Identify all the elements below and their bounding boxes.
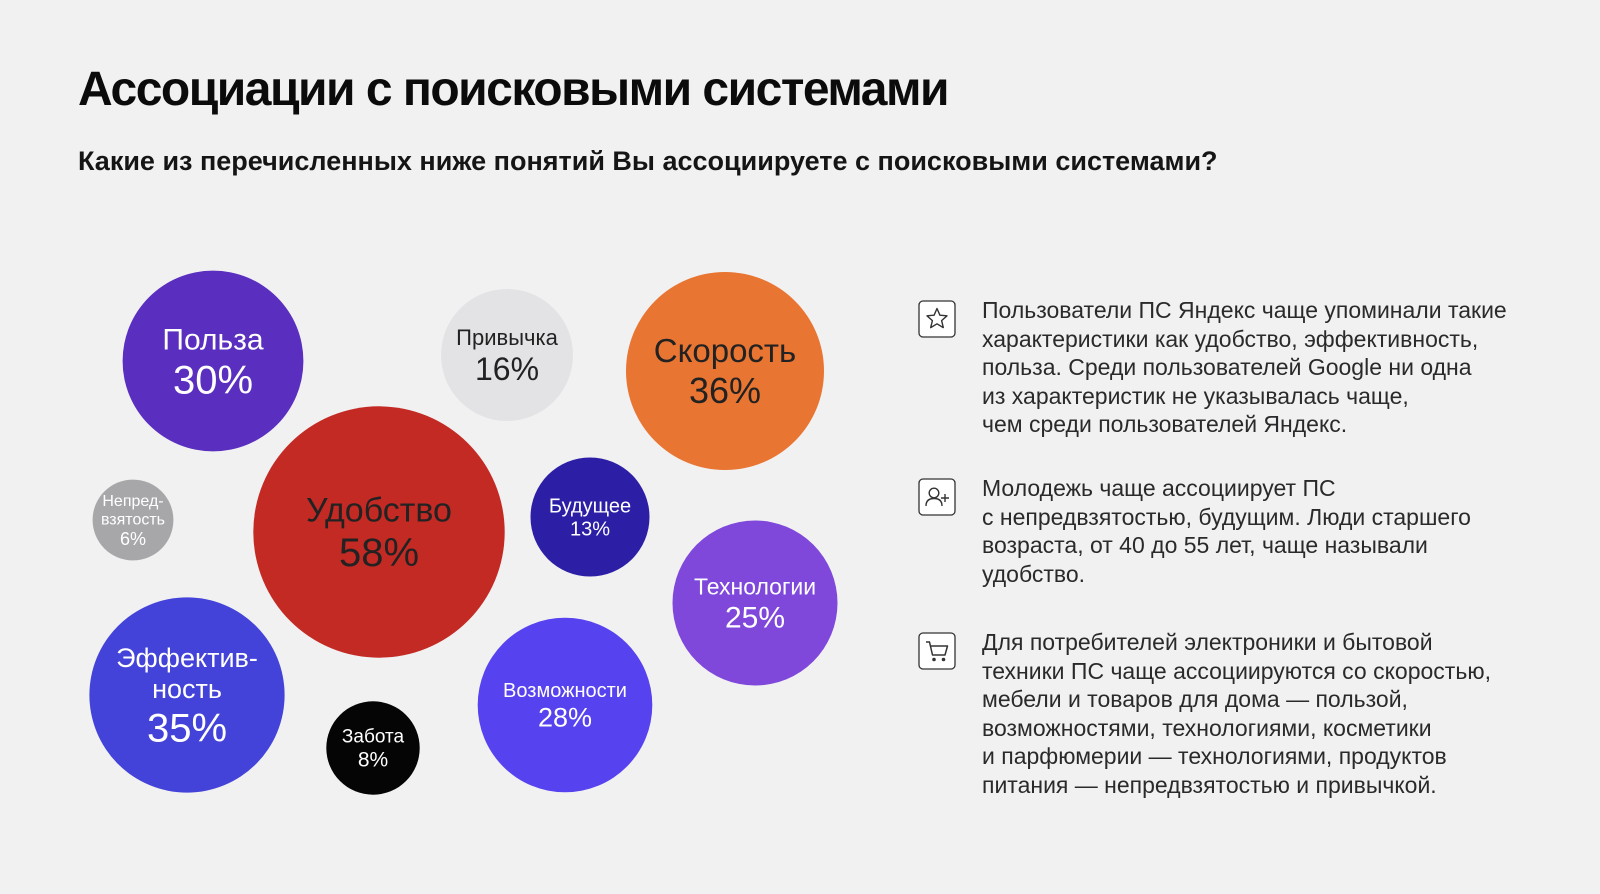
bubble-circle <box>672 520 838 686</box>
bubble-label: Удобство <box>306 491 452 529</box>
bubble-circle <box>253 406 505 658</box>
bubble-label: Будущее <box>549 496 631 518</box>
star-icon <box>918 300 956 338</box>
bubble-value-label: 6% <box>120 529 146 549</box>
note-text: Молодежь чаще ассоциирует ПС с непредвзя… <box>982 475 1471 587</box>
bubble-circle <box>441 289 573 421</box>
bubble-value-label: 28% <box>538 703 592 733</box>
bubble-label: Скорость <box>654 332 797 369</box>
note-text: Пользователи ПС Яндекс чаще упоминали та… <box>982 297 1507 437</box>
shopping-cart-icon <box>918 632 956 670</box>
bubble-value-label: 35% <box>147 706 227 750</box>
bubble-label: Привычка <box>456 325 558 350</box>
bubble-value-label: 13% <box>570 519 610 541</box>
bubble-circle <box>92 479 174 561</box>
note-text: Для потребителей электроники и бытовой т… <box>982 629 1491 798</box>
bubble-circle <box>477 617 653 793</box>
bubble-label: Технологии <box>694 573 816 599</box>
bubble-value-label: 25% <box>725 601 785 634</box>
bubble-value-label: 30% <box>173 358 253 402</box>
bubble-label: Забота <box>342 727 405 748</box>
bubble-label: взятость <box>101 512 165 529</box>
bubble-value-label: 58% <box>339 531 419 575</box>
bubble-circle <box>626 272 824 470</box>
bubble-value-label: 16% <box>475 351 539 387</box>
bubble-circle <box>326 701 420 795</box>
bubble-circle <box>89 597 285 793</box>
bubble-value-label: 36% <box>689 370 761 411</box>
bubble-label: Эффектив- <box>116 643 258 673</box>
bubble-label: Возможности <box>503 680 627 702</box>
bubble-label: ность <box>152 674 222 704</box>
add-user-icon <box>918 478 956 516</box>
bubble-circle <box>530 457 650 577</box>
page-subtitle: Какие из перечисленных ниже понятий Вы а… <box>78 146 1218 176</box>
bubble-value-label: 8% <box>358 749 388 772</box>
bubble-label: Польза <box>162 323 263 356</box>
page-title: Ассоциации с поисковыми системами <box>78 63 949 116</box>
bubble-circle <box>122 270 304 452</box>
bubble-label: Непред- <box>102 493 163 510</box>
